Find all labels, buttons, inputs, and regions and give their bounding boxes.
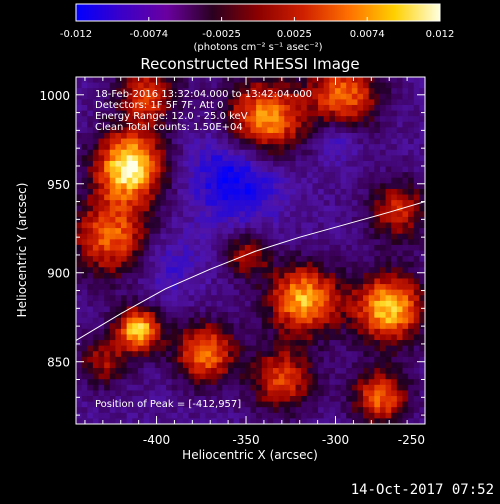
colorbar-units-label: (photons cm⁻² s⁻¹ asec⁻²) bbox=[193, 42, 322, 53]
colorbar-tick-label: -0.012 bbox=[60, 29, 92, 40]
y-tick-label: 900 bbox=[47, 267, 70, 281]
info-clean-counts: Clean Total counts: 1.50E+04 bbox=[95, 122, 243, 133]
colorbar-tick-label: -0.0074 bbox=[129, 29, 168, 40]
y-tick-label: 850 bbox=[47, 356, 70, 370]
y-tick-label: 1000 bbox=[39, 89, 70, 103]
x-tick-label: -250 bbox=[398, 433, 425, 447]
info-peak-position: Position of Peak = [-412,957] bbox=[95, 399, 241, 410]
info-time-range: 18-Feb-2016 13:32:04.000 to 13:42:04.000 bbox=[95, 89, 312, 100]
colorbar-bar bbox=[75, 3, 441, 22]
solar-limb-line bbox=[76, 201, 425, 341]
x-tick-label: -350 bbox=[232, 433, 259, 447]
x-tick-label: -400 bbox=[143, 433, 170, 447]
colorbar-tick-label: 0.0074 bbox=[350, 29, 385, 40]
info-detectors: Detectors: 1F 5F 7F, Att 0 bbox=[95, 100, 223, 111]
colorbar-tick-label: -0.0025 bbox=[202, 29, 241, 40]
plot-frame bbox=[75, 76, 426, 425]
colorbar-ticks: -0.012 -0.0074 -0.0025 0.0025 0.0074 0.012 bbox=[60, 17, 454, 40]
colorbar-tick-label: 0.012 bbox=[426, 29, 455, 40]
y-tick-label: 950 bbox=[47, 178, 70, 192]
y-axis-label: Heliocentric Y (arcsec) bbox=[15, 183, 29, 318]
footer-date: 14-Oct-2017 07:52 bbox=[350, 482, 494, 498]
x-tick-label: -300 bbox=[322, 433, 349, 447]
colorbar-tick-label: 0.0025 bbox=[277, 29, 312, 40]
colorbar: -0.012 -0.0074 -0.0025 0.0025 0.0074 0.012 (p… bbox=[60, 3, 454, 53]
info-energy-range: Energy Range: 12.0 - 25.0 keV bbox=[95, 111, 248, 122]
axis-ticks: -400 -350 -300 -250 850 900 950 1000 bbox=[39, 76, 426, 447]
heatmap-image bbox=[76, 77, 425, 424]
x-axis-label: Heliocentric X (arcsec) bbox=[182, 448, 318, 462]
plot-title: Reconstructed RHESSI Image bbox=[140, 55, 359, 73]
info-text: 18-Feb-2016 13:32:04.000 to 13:42:04.000… bbox=[95, 89, 312, 410]
